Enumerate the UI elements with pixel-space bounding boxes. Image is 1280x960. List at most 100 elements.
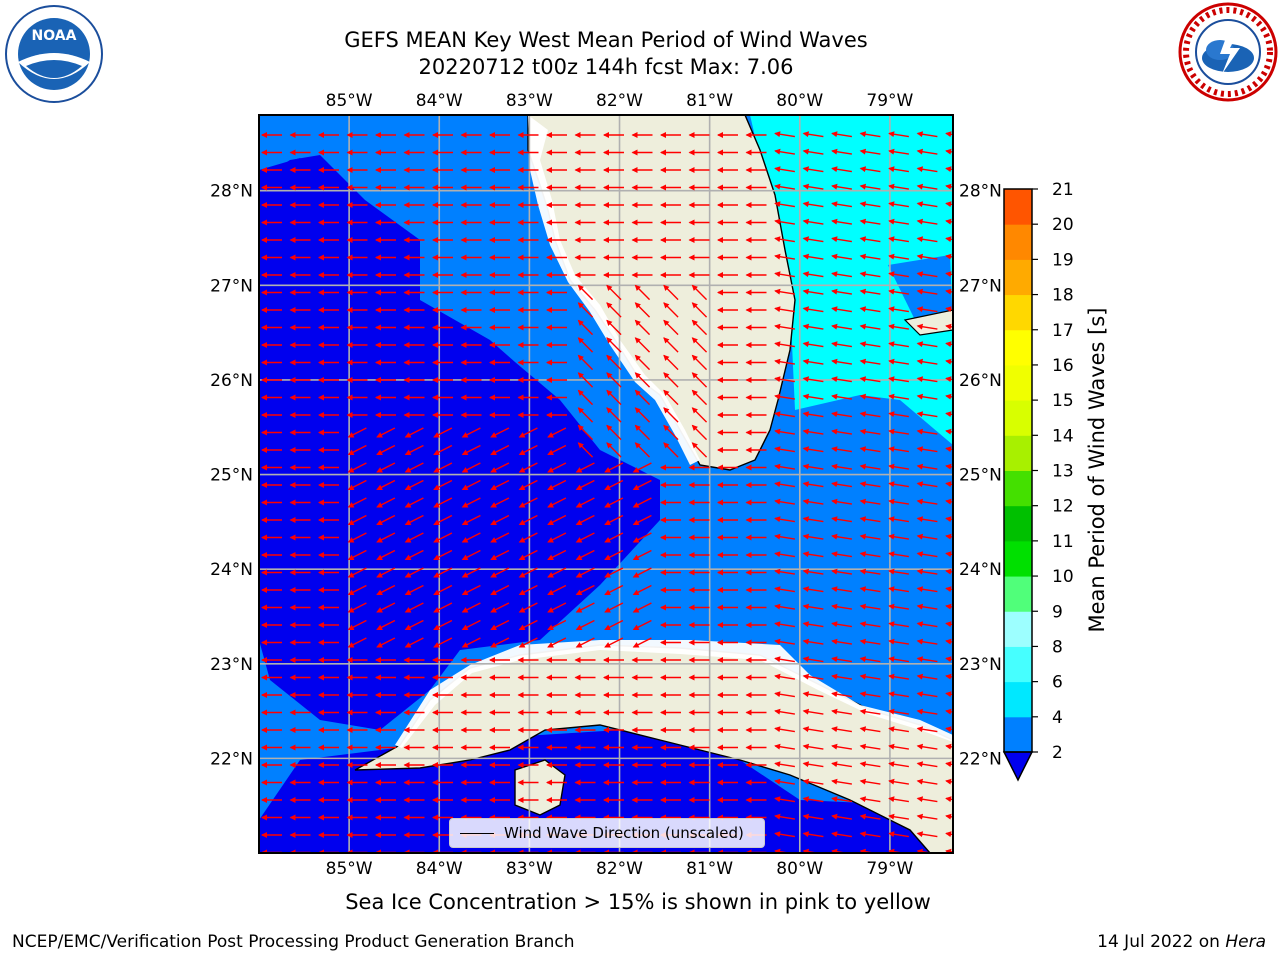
wave-direction-arrow <box>859 376 881 383</box>
wave-direction-arrow <box>945 201 953 208</box>
wave-direction-arrow <box>404 637 424 648</box>
wave-direction-arrow <box>632 497 652 508</box>
colorbar-tick-label: 13 <box>1052 462 1074 482</box>
wave-direction-arrow <box>916 831 938 838</box>
wave-direction-arrow <box>632 462 652 473</box>
wave-direction-arrow <box>604 637 624 648</box>
wave-direction-arrow <box>606 407 622 423</box>
wave-direction-arrow <box>774 463 795 470</box>
wave-direction-arrow <box>691 372 708 388</box>
chart-subtitle: 20220712 t00z 144h fcst Max: 7.06 <box>418 55 794 79</box>
wave-direction-arrow <box>916 236 938 243</box>
wave-direction-arrow <box>663 442 679 458</box>
wave-direction-arrow <box>547 497 567 508</box>
wave-direction-arrow <box>634 389 651 406</box>
wave-direction-arrow <box>831 446 852 453</box>
wave-direction-arrow <box>831 201 852 208</box>
colorbar-segment <box>1004 646 1032 683</box>
lon-label-top: 82°W <box>596 91 643 111</box>
wave-direction-arrow <box>888 271 909 278</box>
wave-direction-arrow <box>634 354 651 371</box>
wave-direction-arrow <box>663 284 679 301</box>
wave-direction-arrow <box>632 479 652 491</box>
wave-direction-arrow <box>461 444 481 456</box>
wave-direction-arrow <box>518 637 538 648</box>
wave-direction-arrow <box>577 424 594 441</box>
wave-direction-arrow <box>774 271 795 278</box>
wave-direction-arrow <box>859 411 881 418</box>
wave-direction-arrow <box>604 497 624 508</box>
wave-direction-arrow <box>802 481 824 488</box>
wave-direction-arrow <box>347 549 367 561</box>
colorbar-segment <box>1004 611 1032 647</box>
lon-label-top: 79°W <box>866 91 913 111</box>
wave-direction-arrow <box>604 549 624 561</box>
wave-direction-arrow <box>802 306 824 313</box>
colorbar-tick-label: 6 <box>1052 673 1063 693</box>
wave-direction-arrow <box>547 532 567 543</box>
wave-direction-arrow <box>774 638 795 645</box>
colorbar-segment <box>1004 505 1032 542</box>
wave-direction-arrow <box>604 602 624 613</box>
wave-direction-arrow <box>916 131 938 138</box>
lat-label-right: 23°N <box>959 655 1002 675</box>
wave-direction-arrow <box>802 183 824 190</box>
wave-direction-arrow <box>577 442 594 458</box>
wave-direction-arrow <box>802 218 824 225</box>
wave-direction-arrow <box>376 532 396 543</box>
wave-direction-arrow <box>518 427 538 438</box>
wave-direction-arrow <box>547 637 567 648</box>
wave-direction-arrow <box>347 584 367 596</box>
wave-direction-arrow <box>433 444 453 456</box>
wave-direction-arrow <box>916 568 938 575</box>
wave-direction-arrow <box>575 619 595 631</box>
lon-label-bottom: 80°W <box>776 859 823 879</box>
wave-direction-arrow <box>634 407 651 423</box>
lat-label-left: 23°N <box>210 655 253 675</box>
wave-direction-arrow <box>831 761 852 768</box>
wave-direction-arrow <box>859 271 881 278</box>
wave-direction-arrow <box>802 726 824 733</box>
wave-direction-arrow <box>774 708 795 715</box>
wave-direction-arrow <box>433 567 453 578</box>
wave-direction-arrow <box>888 498 909 505</box>
wave-direction-arrow <box>774 516 795 523</box>
wave-direction-arrow <box>376 549 396 561</box>
wave-direction-arrow <box>632 514 652 526</box>
wave-direction-arrow <box>916 341 938 348</box>
wave-direction-arrow <box>916 603 938 610</box>
wave-direction-arrow <box>831 463 852 470</box>
wave-direction-arrow <box>888 481 909 488</box>
wave-direction-arrow <box>802 796 824 803</box>
wave-direction-arrow <box>376 427 396 438</box>
wave-direction-arrow <box>859 638 881 645</box>
wave-direction-arrow <box>859 813 881 820</box>
wave-direction-arrow <box>490 549 510 561</box>
wave-direction-arrow <box>859 533 881 540</box>
wave-direction-arrow <box>376 462 396 473</box>
lon-label-top: 83°W <box>506 91 553 111</box>
wave-direction-arrow <box>945 586 953 593</box>
wave-direction-arrow <box>774 603 795 610</box>
wave-direction-arrow <box>945 761 953 768</box>
wave-direction-arrow <box>634 337 651 353</box>
wave-direction-arrow <box>888 411 909 418</box>
wave-direction-arrow <box>490 514 510 526</box>
wave-direction-arrow <box>433 462 453 473</box>
wave-direction-arrow <box>945 691 953 698</box>
wave-direction-arrow <box>490 427 510 438</box>
wave-direction-arrow <box>945 481 953 488</box>
wave-direction-arrow <box>774 446 795 453</box>
wave-direction-arrow <box>888 708 909 715</box>
wave-direction-arrow <box>547 514 567 526</box>
lat-label-right: 28°N <box>959 182 1002 202</box>
wave-direction-arrow <box>945 218 953 225</box>
wave-direction-arrow <box>490 479 510 491</box>
wave-direction-arrow <box>606 284 622 301</box>
colorbar-segment <box>1004 364 1032 401</box>
wave-direction-arrow <box>831 726 852 733</box>
wave-direction-arrow <box>831 831 852 838</box>
wave-direction-arrow <box>945 778 953 785</box>
colorbar-segment <box>1004 716 1032 753</box>
colorbar-tick-label: 11 <box>1052 532 1074 552</box>
